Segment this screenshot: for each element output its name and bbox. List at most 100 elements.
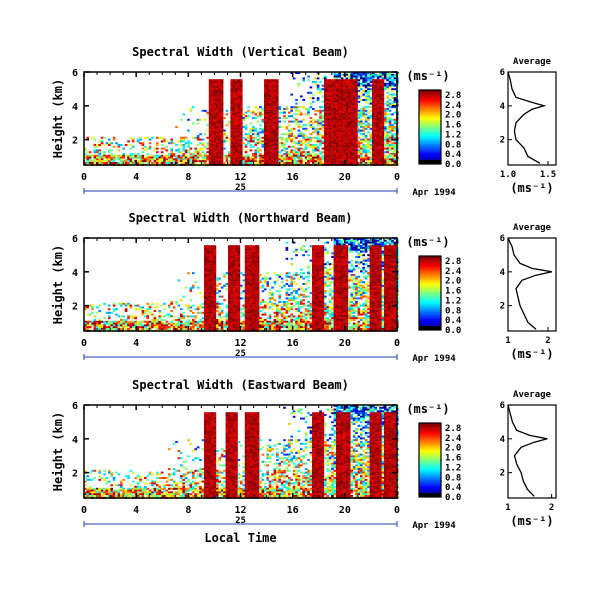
colorbar-zero xyxy=(419,160,441,164)
average-y-tick-label: 4 xyxy=(500,102,506,112)
average-profile-line xyxy=(507,71,547,164)
x-tick-label: 4 xyxy=(133,505,139,516)
colorbar-label: 1.6 xyxy=(445,454,461,464)
colorbar-label: 0.4 xyxy=(445,483,462,493)
average-x-label: (ms⁻¹) xyxy=(510,514,553,528)
colorbar-label: 0.0 xyxy=(445,326,461,336)
average-x-tick-label: 2 xyxy=(549,503,554,513)
x-tick-label: 20 xyxy=(339,172,351,183)
average-y-tick-label: 4 xyxy=(500,435,506,445)
average-y-tick-label: 6 xyxy=(500,401,505,411)
y-tick-label: 4 xyxy=(72,435,78,446)
x-tick-label: 12 xyxy=(234,505,246,516)
panel-0: Spectral Width (Vertical Beam)0 4 8 12 16 20 0… xyxy=(51,45,557,198)
average-y-tick-label: 2 xyxy=(500,469,505,479)
x-tick-label: 0 xyxy=(81,338,87,349)
colorbar-label: 2.8 xyxy=(445,424,461,434)
average-title: Average xyxy=(513,57,552,67)
colorbar-label: 0.8 xyxy=(445,306,461,316)
colorbar-unit: (ms⁻¹) xyxy=(406,235,449,249)
panel-1: Spectral Width (Northward Beam)0 4 8 12 16 20… xyxy=(51,211,557,364)
day-label: 25 xyxy=(235,183,246,193)
x-tick-label: 12 xyxy=(234,338,246,349)
x-tick-label: 0 xyxy=(81,505,87,516)
colorbar-unit: (ms⁻¹) xyxy=(406,69,449,83)
panel-title: Spectral Width (Northward Beam) xyxy=(129,211,353,225)
average-x-tick-label: 1.0 xyxy=(500,170,516,180)
colorbar-label: 0.0 xyxy=(445,493,461,503)
heatmap-cells xyxy=(84,405,399,499)
average-y-tick-label: 4 xyxy=(500,268,506,278)
colorbar-frame xyxy=(418,89,442,165)
panel-title: Spectral Width (Vertical Beam) xyxy=(132,45,349,59)
panel-title: Spectral Width (Eastward Beam) xyxy=(132,378,349,392)
y-tick-label: 2 xyxy=(72,136,78,147)
colorbar-label: 2.4 xyxy=(445,101,462,111)
y-axis-label: Height (km) xyxy=(51,245,65,324)
average-x-tick-label: 1 xyxy=(505,336,510,346)
x-tick-label: 16 xyxy=(287,505,299,516)
average-frame xyxy=(507,237,557,332)
colorbar-label: 0.4 xyxy=(445,150,462,160)
heatmap-cells xyxy=(84,238,399,332)
heatmap-cells xyxy=(84,72,399,166)
y-tick-label: 6 xyxy=(72,401,78,412)
colorbar-zero xyxy=(419,493,441,497)
x-tick-label: 20 xyxy=(339,338,351,349)
x-tick-label: 0 xyxy=(394,172,400,183)
y-tick-label: 4 xyxy=(72,102,78,113)
date-label: Apr 1994 xyxy=(412,521,456,531)
colorbar-label: 1.6 xyxy=(445,287,461,297)
colorbar-label: 2.4 xyxy=(445,434,462,444)
colorbar xyxy=(418,422,442,498)
colorbar-frame xyxy=(418,422,442,498)
x-tick-label: 8 xyxy=(185,172,191,183)
colorbar-label: 2.0 xyxy=(445,111,461,121)
y-tick-label: 6 xyxy=(72,234,78,245)
average-y-tick-label: 6 xyxy=(500,68,505,78)
colorbar-label: 1.2 xyxy=(445,296,461,306)
day-label: 25 xyxy=(235,516,246,526)
x-tick-label: 4 xyxy=(133,172,139,183)
x-tick-label: 4 xyxy=(133,338,139,349)
average-x-tick-label: 1 xyxy=(505,503,510,513)
colorbar-label: 1.6 xyxy=(445,121,461,131)
colorbar-label: 1.2 xyxy=(445,130,461,140)
y-axis-label: Height (km) xyxy=(51,79,65,158)
average-x-label: (ms⁻¹) xyxy=(510,347,553,361)
colorbar-label: 0.0 xyxy=(445,160,461,170)
x-tick-label: 0 xyxy=(81,172,87,183)
average-x-label: (ms⁻¹) xyxy=(510,181,553,195)
date-label: Apr 1994 xyxy=(412,188,456,198)
y-axis-label: Height (km) xyxy=(51,412,65,491)
average-y-tick-label: 2 xyxy=(500,302,505,312)
x-tick-label: 20 xyxy=(339,505,351,516)
x-tick-label: 8 xyxy=(185,505,191,516)
colorbar-label: 0.4 xyxy=(445,316,462,326)
average-frame xyxy=(507,404,557,499)
colorbar-label: 2.0 xyxy=(445,277,461,287)
y-tick-label: 4 xyxy=(72,268,78,279)
panel-2: Spectral Width (Eastward Beam)0 4 8 12 16 20 0… xyxy=(51,378,557,545)
colorbar-frame xyxy=(418,255,442,331)
average-profile-line xyxy=(507,404,548,497)
average-title: Average xyxy=(513,390,552,400)
x-tick-label: 16 xyxy=(287,338,299,349)
y-tick-label: 2 xyxy=(72,302,78,313)
average-profile-line xyxy=(507,237,553,330)
average-y-tick-label: 2 xyxy=(500,136,505,146)
colorbar-label: 2.8 xyxy=(445,91,461,101)
colorbar-label: 2.0 xyxy=(445,444,461,454)
average-subplot: Average 1.0 1.5 6 4 2 (ms⁻¹) xyxy=(500,57,557,195)
y-tick-label: 2 xyxy=(72,469,78,480)
average-x-tick-label: 2 xyxy=(545,336,550,346)
average-x-tick-label: 1.5 xyxy=(540,170,556,180)
day-label: 25 xyxy=(235,349,246,359)
date-label: Apr 1994 xyxy=(412,354,456,364)
x-tick-label: 0 xyxy=(394,338,400,349)
colorbar-unit: (ms⁻¹) xyxy=(406,402,449,416)
colorbar-label: 0.8 xyxy=(445,473,461,483)
